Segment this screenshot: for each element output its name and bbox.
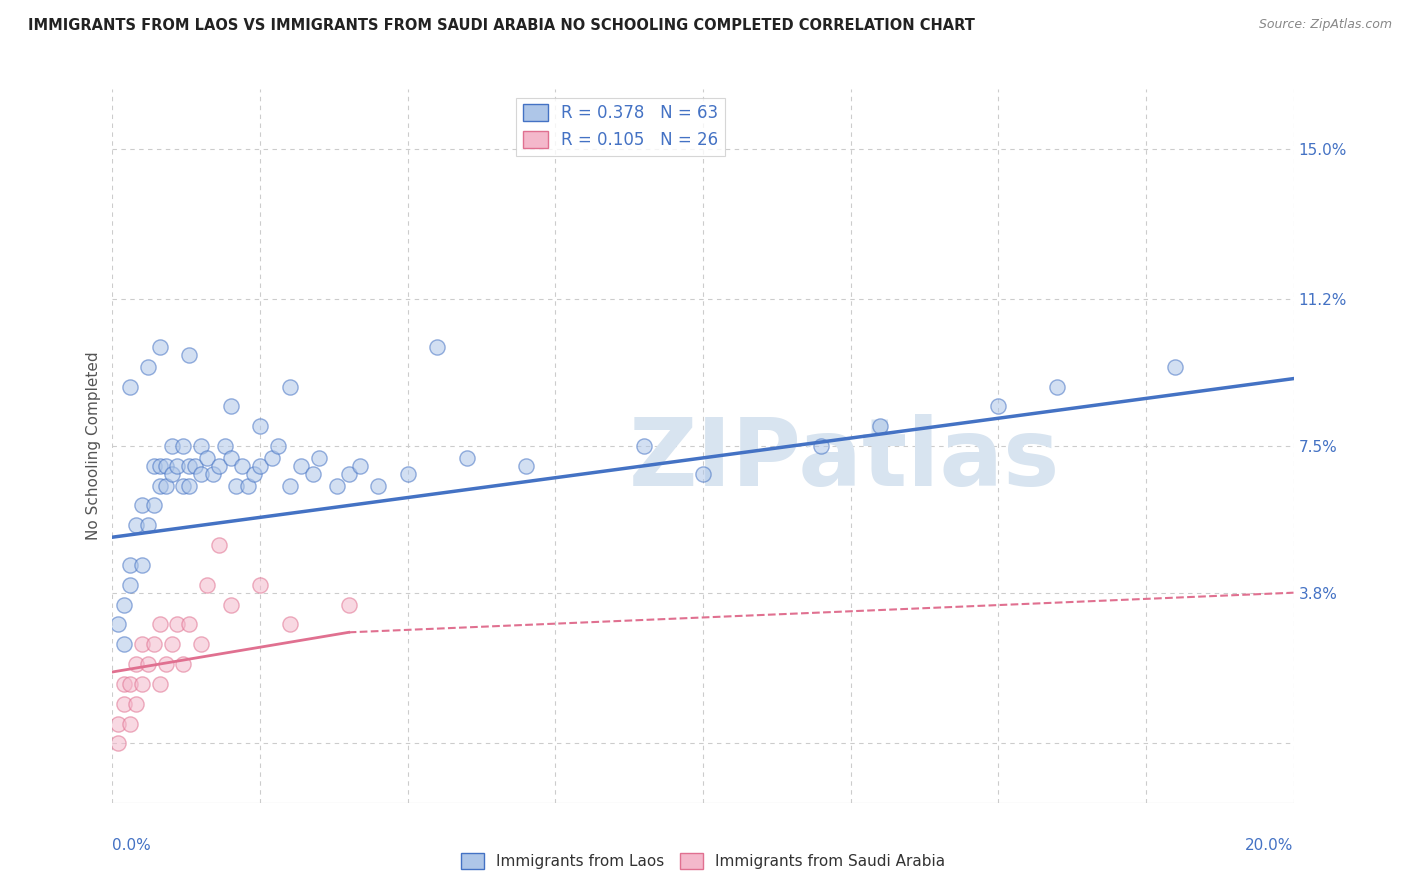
Point (249, 458, 271, 473)
Point (249, 578, 271, 592)
Point (1164, 359, 1187, 374)
Point (120, 716, 142, 731)
Point (149, 478, 172, 492)
Point (179, 617, 201, 632)
Point (201, 467, 224, 481)
Point (149, 458, 172, 473)
Point (367, 478, 389, 492)
Point (172, 657, 194, 671)
Point (260, 450, 283, 465)
Point (160, 439, 183, 453)
Point (107, 617, 129, 632)
Point (219, 400, 242, 414)
Point (278, 478, 301, 492)
Point (155, 458, 177, 473)
Y-axis label: No Schooling Completed: No Schooling Completed (86, 351, 101, 541)
Point (190, 439, 212, 453)
Point (172, 478, 194, 492)
Point (107, 716, 129, 731)
Point (633, 439, 655, 453)
Point (337, 467, 360, 481)
Point (278, 379, 301, 393)
Point (396, 467, 419, 481)
Point (1046, 379, 1069, 393)
Point (810, 439, 832, 453)
Point (238, 478, 260, 492)
Point (120, 578, 142, 592)
Point (179, 458, 201, 473)
Point (120, 677, 142, 691)
Point (337, 598, 360, 612)
Legend: R = 0.378   N = 63, R = 0.105   N = 26: R = 0.378 N = 63, R = 0.105 N = 26 (516, 97, 724, 155)
Point (107, 736, 129, 750)
Point (136, 657, 159, 671)
Point (249, 419, 271, 434)
Point (987, 400, 1010, 414)
Point (112, 637, 135, 651)
Point (160, 467, 183, 481)
Point (190, 637, 212, 651)
Point (214, 439, 236, 453)
Point (131, 499, 153, 513)
Point (278, 617, 301, 632)
Point (142, 637, 165, 651)
Point (692, 467, 714, 481)
Point (184, 458, 207, 473)
Text: 20.0%: 20.0% (1246, 838, 1294, 854)
Point (326, 478, 349, 492)
Legend: Immigrants from Laos, Immigrants from Saudi Arabia: Immigrants from Laos, Immigrants from Sa… (456, 847, 950, 875)
Point (142, 458, 165, 473)
Point (112, 697, 135, 711)
Point (136, 359, 159, 374)
Point (131, 637, 153, 651)
Point (290, 458, 312, 473)
Point (112, 677, 135, 691)
Point (302, 467, 325, 481)
Text: IMMIGRANTS FROM LAOS VS IMMIGRANTS FROM SAUDI ARABIA NO SCHOOLING COMPLETED CORR: IMMIGRANTS FROM LAOS VS IMMIGRANTS FROM … (28, 18, 974, 33)
Point (219, 450, 242, 465)
Point (120, 558, 142, 572)
Point (166, 458, 188, 473)
Point (225, 478, 247, 492)
Point (155, 478, 177, 492)
Point (208, 538, 231, 552)
Point (243, 467, 266, 481)
Point (125, 518, 148, 533)
Point (195, 450, 218, 465)
Point (166, 617, 188, 632)
Point (208, 458, 231, 473)
Point (131, 677, 153, 691)
Point (112, 598, 135, 612)
Point (869, 419, 891, 434)
Point (219, 598, 242, 612)
Point (120, 379, 142, 393)
Text: 0.0%: 0.0% (112, 838, 152, 854)
Point (456, 450, 478, 465)
Text: Source: ZipAtlas.com: Source: ZipAtlas.com (1258, 18, 1392, 31)
Point (426, 340, 449, 354)
Point (267, 439, 290, 453)
Point (172, 439, 194, 453)
Point (349, 458, 371, 473)
Point (308, 450, 330, 465)
Text: ZIPatlas: ZIPatlas (628, 414, 1060, 507)
Point (149, 340, 172, 354)
Point (155, 657, 177, 671)
Point (160, 637, 183, 651)
Point (149, 677, 172, 691)
Point (515, 458, 537, 473)
Point (190, 467, 212, 481)
Point (125, 697, 148, 711)
Point (179, 348, 201, 362)
Point (142, 499, 165, 513)
Point (136, 518, 159, 533)
Point (195, 578, 218, 592)
Point (149, 617, 172, 632)
Point (179, 478, 201, 492)
Point (125, 657, 148, 671)
Point (131, 558, 153, 572)
Point (231, 458, 253, 473)
